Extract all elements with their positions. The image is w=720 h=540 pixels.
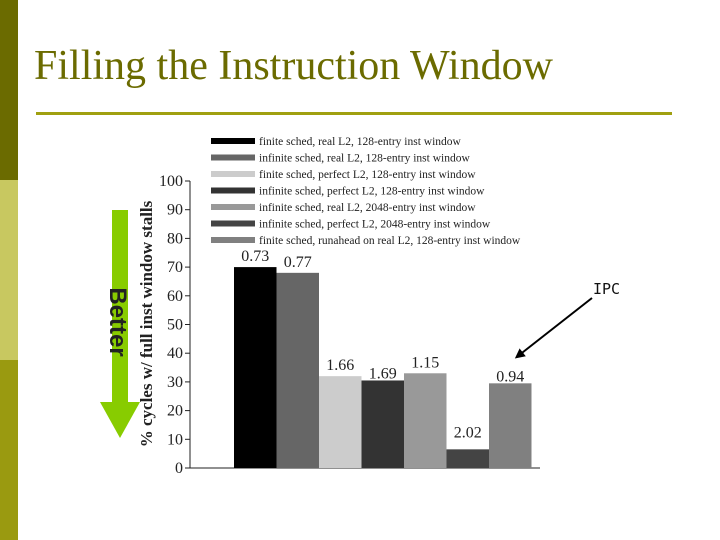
ipc-arrow-icon	[514, 297, 593, 359]
side-accent-bar-bottom	[0, 360, 18, 540]
ipc-data-label: 1.15	[411, 354, 439, 371]
better-arrow-shaft	[112, 210, 128, 405]
legend-swatch	[211, 204, 255, 210]
bar	[489, 383, 532, 468]
bar	[361, 380, 404, 468]
bar	[446, 449, 489, 468]
legend-entry: finite sched, perfect L2, 128-entry inst…	[259, 169, 476, 181]
legend-swatch	[211, 138, 255, 144]
legend-swatch	[211, 220, 255, 227]
legend-entry: infinite sched, real L2, 128-entry inst …	[259, 153, 470, 165]
y-tick-label: 80	[167, 230, 183, 247]
legend-entry: finite sched, real L2, 128-entry inst wi…	[259, 136, 462, 148]
legend-swatch	[211, 154, 255, 161]
y-tick-label: 70	[167, 259, 183, 276]
y-tick-label: 100	[159, 173, 183, 190]
legend-entry: infinite sched, perfect L2, 2048-entry i…	[259, 219, 491, 231]
better-arrow-head-icon	[100, 402, 140, 438]
y-tick-label: 50	[167, 317, 183, 334]
y-tick-label: 10	[167, 431, 183, 448]
ipc-data-label: 1.66	[326, 357, 354, 374]
legend-entry: infinite sched, real L2, 2048-entry inst…	[259, 202, 476, 214]
y-tick-label: 90	[167, 202, 183, 219]
ipc-data-label: 1.69	[369, 365, 397, 382]
ipc-data-label: 0.73	[241, 248, 269, 265]
legend-entry: finite sched, runahead on real L2, 128-e…	[259, 235, 521, 247]
bars	[234, 267, 532, 468]
better-label: Better	[104, 287, 131, 356]
legend-swatch	[211, 237, 255, 243]
ipc-label: IPC	[593, 280, 620, 298]
ipc-data-label: 0.77	[284, 254, 312, 271]
slide-title: Filling the Instruction Window	[34, 43, 554, 89]
bar	[404, 373, 447, 468]
bar	[234, 267, 277, 468]
side-accent-bar-middle	[0, 180, 18, 360]
y-tick-label: 60	[167, 288, 183, 305]
y-tick-label: 0	[175, 460, 183, 477]
legend-swatch	[211, 187, 255, 194]
ipc-data-label: 0.94	[496, 368, 524, 385]
y-tick-label: 30	[167, 374, 183, 391]
y-tick-label: 40	[167, 345, 183, 362]
legend-entry: infinite sched, perfect L2, 128-entry in…	[259, 186, 485, 198]
title-underline	[36, 112, 672, 115]
ipc-annotation: IPC	[514, 280, 620, 359]
better-arrow: Better	[100, 210, 140, 438]
y-tick-label: 20	[167, 403, 183, 420]
ipc-data-label: 2.02	[454, 424, 482, 441]
legend-swatch	[211, 171, 255, 177]
side-accent-bar-top	[0, 0, 18, 180]
y-axis-title: % cycles w/ full inst window stalls	[137, 200, 156, 447]
legend: finite sched, real L2, 128-entry inst wi…	[211, 136, 521, 247]
bar	[319, 376, 362, 468]
ipc-data-labels: 0.73 0.77 1.66 1.69 1.15 2.02 0.94	[241, 248, 524, 441]
bar	[276, 272, 319, 468]
